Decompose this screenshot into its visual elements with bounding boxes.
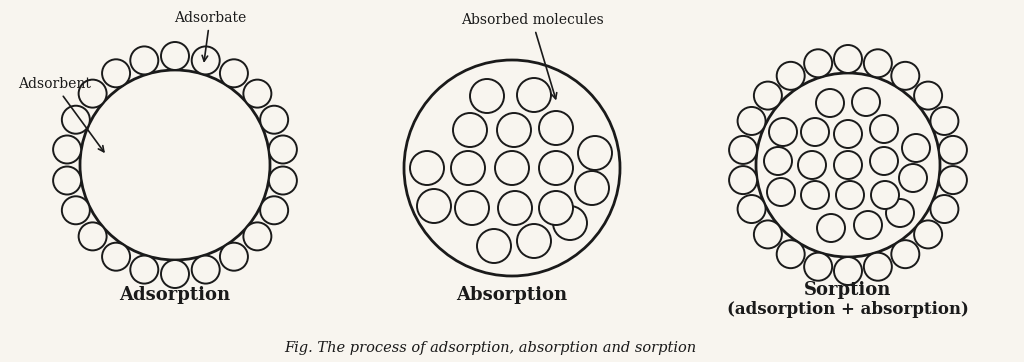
Circle shape — [737, 195, 766, 223]
Circle shape — [539, 111, 573, 145]
Circle shape — [801, 181, 829, 209]
Circle shape — [61, 106, 90, 134]
Circle shape — [834, 257, 862, 285]
Circle shape — [53, 167, 81, 194]
Circle shape — [834, 120, 862, 148]
Circle shape — [498, 191, 532, 225]
Circle shape — [404, 60, 620, 276]
Circle shape — [754, 81, 782, 110]
Circle shape — [798, 151, 826, 179]
Circle shape — [870, 115, 898, 143]
Circle shape — [517, 224, 551, 258]
Text: Absorbed molecules: Absorbed molecules — [461, 13, 603, 99]
Circle shape — [816, 89, 844, 117]
Circle shape — [836, 181, 864, 209]
Circle shape — [756, 73, 940, 257]
Circle shape — [477, 229, 511, 263]
Circle shape — [804, 253, 833, 281]
Circle shape — [417, 189, 451, 223]
Circle shape — [191, 46, 220, 75]
Circle shape — [539, 151, 573, 185]
Circle shape — [870, 147, 898, 175]
Circle shape — [79, 80, 106, 108]
Circle shape — [939, 136, 967, 164]
Circle shape — [260, 196, 288, 224]
Circle shape — [939, 166, 967, 194]
Circle shape — [80, 70, 270, 260]
Circle shape — [455, 191, 489, 225]
Circle shape — [451, 151, 485, 185]
Text: (adsorption + absorption): (adsorption + absorption) — [727, 302, 969, 319]
Text: Sorption: Sorption — [804, 281, 892, 299]
Circle shape — [79, 222, 106, 251]
Circle shape — [864, 49, 892, 77]
Circle shape — [539, 191, 573, 225]
Circle shape — [914, 220, 942, 248]
Circle shape — [495, 151, 529, 185]
Circle shape — [729, 166, 757, 194]
Circle shape — [102, 59, 130, 87]
Circle shape — [220, 59, 248, 87]
Circle shape — [891, 62, 920, 90]
Circle shape — [852, 88, 880, 116]
Circle shape — [220, 243, 248, 271]
Circle shape — [244, 80, 271, 108]
Circle shape — [776, 240, 805, 268]
Text: Adsorption: Adsorption — [120, 286, 230, 304]
Circle shape — [886, 199, 914, 227]
Circle shape — [191, 256, 220, 283]
Circle shape — [914, 81, 942, 110]
Circle shape — [553, 206, 587, 240]
Circle shape — [864, 253, 892, 281]
Circle shape — [497, 113, 531, 147]
Circle shape — [517, 78, 551, 112]
Circle shape — [61, 196, 90, 224]
Circle shape — [931, 195, 958, 223]
Circle shape — [804, 49, 833, 77]
Circle shape — [130, 256, 159, 283]
Circle shape — [871, 181, 899, 209]
Circle shape — [769, 118, 797, 146]
Circle shape — [891, 240, 920, 268]
Circle shape — [767, 178, 795, 206]
Circle shape — [854, 211, 882, 239]
Circle shape — [244, 222, 271, 251]
Circle shape — [737, 107, 766, 135]
Circle shape — [130, 46, 159, 75]
Circle shape — [161, 260, 189, 288]
Circle shape — [931, 107, 958, 135]
Circle shape — [470, 79, 504, 113]
Text: Adsorbate: Adsorbate — [174, 11, 246, 61]
Circle shape — [834, 45, 862, 73]
Circle shape — [776, 62, 805, 90]
Circle shape — [801, 118, 829, 146]
Circle shape — [834, 151, 862, 179]
Circle shape — [269, 135, 297, 164]
Circle shape — [764, 147, 792, 175]
Circle shape — [102, 243, 130, 271]
Text: Absorption: Absorption — [457, 286, 567, 304]
Circle shape — [754, 220, 782, 248]
Circle shape — [575, 171, 609, 205]
Circle shape — [899, 164, 927, 192]
Text: Fig. The process of adsorption, absorption and sorption: Fig. The process of adsorption, absorpti… — [284, 341, 696, 355]
Circle shape — [161, 42, 189, 70]
Text: Adsorbent: Adsorbent — [18, 77, 103, 152]
Circle shape — [260, 106, 288, 134]
Circle shape — [53, 135, 81, 164]
Circle shape — [453, 113, 487, 147]
Circle shape — [410, 151, 444, 185]
Circle shape — [729, 136, 757, 164]
Circle shape — [578, 136, 612, 170]
Circle shape — [817, 214, 845, 242]
Circle shape — [902, 134, 930, 162]
Circle shape — [269, 167, 297, 194]
